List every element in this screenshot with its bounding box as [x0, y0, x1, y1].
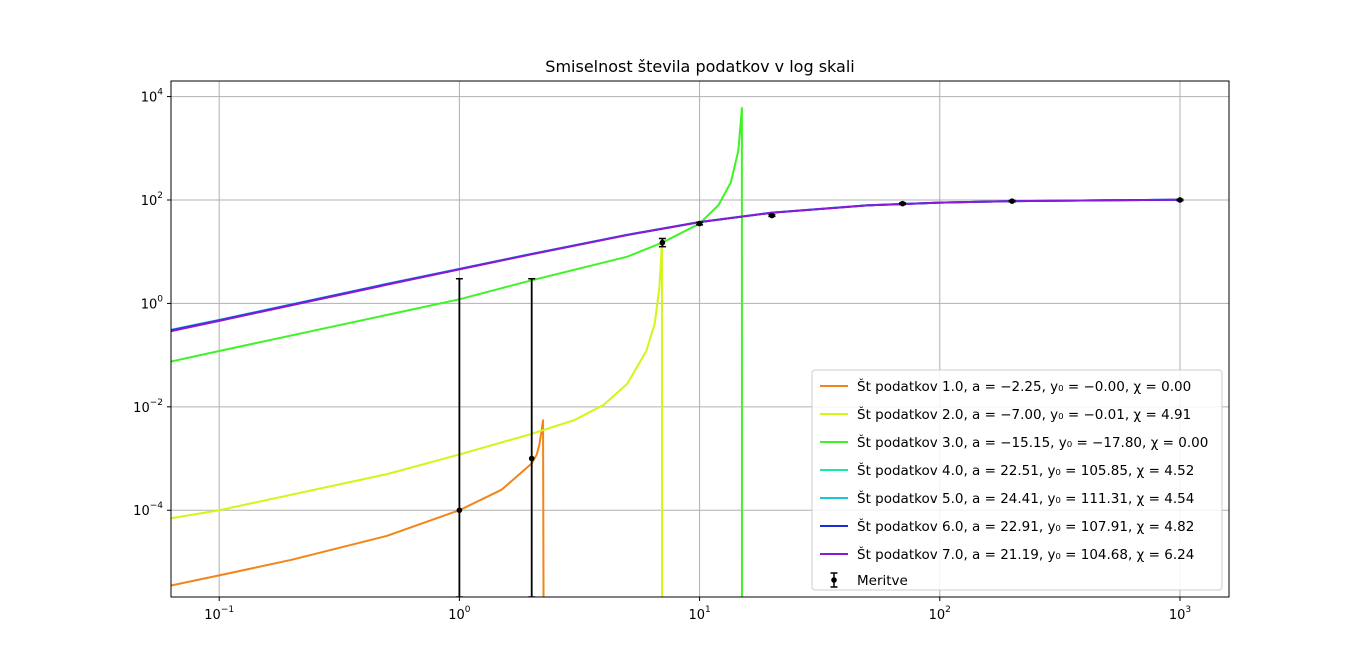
legend-label: Št podatkov 1.0, a = −2.25, y₀ = −0.00, … [857, 377, 1191, 395]
x-tick-label: 10−1 [204, 605, 234, 623]
plot-area [171, 107, 1184, 597]
measurement-point [528, 277, 536, 597]
measurement-point [1008, 198, 1016, 204]
measurement-point [899, 200, 907, 207]
ticks: 10−1 100 101 102 103 10−4 10−2 100 102 104 [133, 88, 1191, 623]
legend-label: Št podatkov 2.0, a = −7.00, y₀ = −0.01, … [857, 405, 1191, 423]
measurement-point [658, 237, 666, 248]
measurement-point [455, 277, 463, 597]
legend-entry: Št podatkov 6.0, a = 22.91, y₀ = 107.91,… [820, 517, 1194, 535]
legend-entry: Št podatkov 2.0, a = −7.00, y₀ = −0.01, … [820, 405, 1191, 423]
series-line-5 [171, 198, 1180, 331]
legend-entry: Št podatkov 1.0, a = −2.25, y₀ = −0.00, … [820, 377, 1191, 395]
y-tick-label: 10−4 [133, 501, 163, 519]
series-line-3 [171, 107, 743, 597]
legend-label: Št podatkov 5.0, a = 24.41, y₀ = 111.31,… [857, 489, 1194, 507]
legend-label: Št podatkov 3.0, a = −15.15, y₀ = −17.80… [857, 433, 1208, 451]
series-line-2 [171, 243, 664, 597]
legend-entry-measurements: Meritve [830, 572, 908, 589]
measurement-point [1176, 197, 1184, 203]
legend-entry: Št podatkov 3.0, a = −15.15, y₀ = −17.80… [820, 433, 1208, 451]
series-line-6 [171, 198, 1180, 332]
y-tick-label: 100 [141, 294, 164, 312]
legend: Št podatkov 1.0, a = −2.25, y₀ = −0.00, … [811, 369, 1223, 591]
y-tick-label: 10−2 [133, 398, 163, 416]
series-line-7 [171, 198, 1180, 333]
legend-entry: Št podatkov 4.0, a = 22.51, y₀ = 105.85,… [820, 461, 1194, 479]
series-line-4 [171, 198, 1180, 332]
measurement-point [768, 212, 776, 219]
x-tick-label: 101 [688, 605, 710, 623]
legend-entry: Št podatkov 7.0, a = 21.19, y₀ = 104.68,… [820, 545, 1194, 563]
x-tick-label: 103 [1169, 605, 1191, 623]
legend-label: Št podatkov 6.0, a = 22.91, y₀ = 107.91,… [857, 517, 1194, 535]
legend-label: Št podatkov 7.0, a = 21.19, y₀ = 104.68,… [857, 545, 1194, 563]
chart-title: Smiselnost števila podatkov v log skali [545, 57, 854, 76]
legend-label: Meritve [857, 573, 908, 589]
measurement-point [696, 220, 704, 227]
x-tick-label: 102 [929, 605, 951, 623]
legend-entry: Št podatkov 5.0, a = 24.41, y₀ = 111.31,… [820, 489, 1194, 507]
y-tick-label: 104 [141, 88, 164, 106]
x-tick-label: 100 [448, 605, 471, 623]
legend-label: Št podatkov 4.0, a = 22.51, y₀ = 105.85,… [857, 461, 1194, 479]
legend-box [811, 369, 1223, 591]
y-tick-label: 102 [141, 191, 163, 209]
